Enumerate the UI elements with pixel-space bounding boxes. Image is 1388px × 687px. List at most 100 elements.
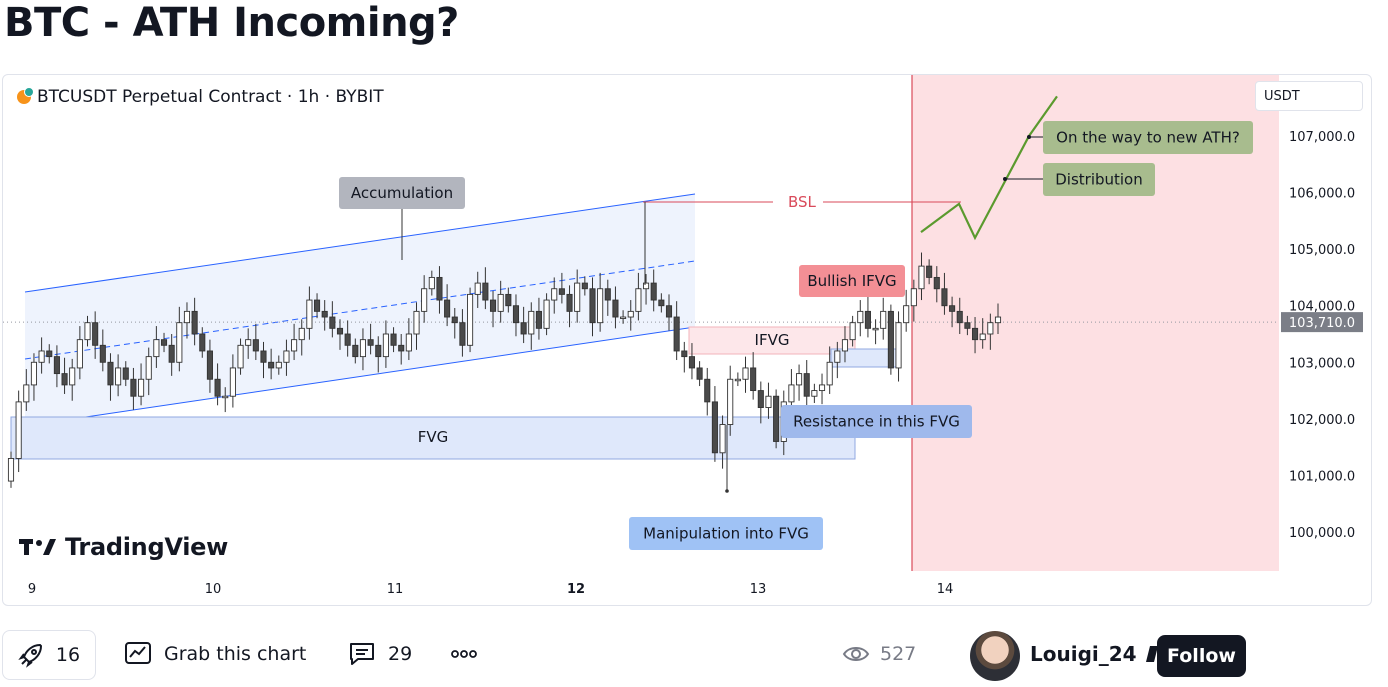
date-axis-label: 14 [937,582,954,597]
candle [742,367,749,380]
candle [76,339,83,369]
date-axis-label: 10 [205,582,222,597]
candle [650,282,657,301]
candle [566,293,573,312]
candle [903,305,910,324]
candle [467,293,474,346]
candle [757,390,764,408]
candle [849,322,856,341]
candle [941,288,948,307]
candle [627,310,634,318]
candle [61,373,68,386]
candle [237,344,244,369]
candle [926,265,933,278]
candle [887,310,894,369]
candlestick-chart[interactable]: BSL Accumulation Bullish IFVG IFVG FVG Resist… [3,75,1371,605]
comment-count: 29 [388,643,413,665]
candle [520,322,527,335]
future-zone [912,75,1279,571]
candle [994,316,1002,324]
candle [597,288,604,324]
candle [796,373,803,386]
candle [719,424,726,454]
date-axis-label: 13 [750,582,767,597]
candle [107,361,114,386]
candle [681,350,688,358]
candle [421,288,428,312]
candle [413,310,420,335]
author-username: Louigi_24 [1030,642,1137,666]
candle [291,339,298,352]
accumulation-channel [25,194,695,426]
candle [727,378,734,425]
comment-icon [350,643,374,665]
price-axis-label: 102,000.0 [1289,413,1355,428]
candle [857,310,864,324]
date-axis-label: 9 [28,582,36,597]
more-options-icon[interactable] [450,632,478,676]
follow-button[interactable]: Follow [1157,635,1246,677]
candle [191,310,198,335]
candle [505,293,512,307]
candle [688,356,696,369]
tradingview-logo: TradingView [19,533,228,561]
candle [359,339,367,358]
candle [15,401,22,459]
rocket-icon [18,643,42,668]
candle [260,350,267,363]
candle [665,305,673,318]
candle [734,378,741,382]
candle [451,316,458,324]
grab-chart-button[interactable]: Grab this chart [124,632,306,676]
candle [229,367,236,397]
manipulation-point [725,489,729,493]
candle [818,384,826,392]
candle [558,288,565,295]
symbol-label: BTCUSDT Perpetual Contract · 1h · BYBIT [37,87,384,107]
bullish-ifvg-label: Bullish IFVG [807,272,896,290]
bsl-label: BSL [788,193,817,211]
candle [474,282,481,295]
candle [612,299,619,318]
candle [543,299,550,329]
grab-chart-label: Grab this chart [164,643,307,665]
price-axis-label: 106,000.0 [1289,187,1355,202]
candle [444,299,451,318]
candle [589,288,596,324]
candle [38,350,45,363]
chart-panel[interactable]: BSL Accumulation Bullish IFVG IFVG FVG Resist… [2,74,1372,606]
current-price-tag [1281,312,1363,333]
boost-button[interactable]: 16 [2,630,96,680]
avatar[interactable] [970,631,1020,681]
candle [46,350,53,358]
comments-button[interactable]: 29 [348,632,412,676]
candle [214,378,221,397]
tradingview-logo-icon [19,539,56,555]
candle [620,316,627,319]
candle [122,367,129,380]
symbol-header: BTCUSDT Perpetual Contract · 1h · BYBIT [17,87,384,107]
currency-selector[interactable]: USDT [1255,81,1363,111]
candle [773,395,780,442]
candle [222,395,229,399]
candle [168,344,175,363]
candle [574,282,581,312]
candle [375,344,382,358]
candle [336,327,344,335]
candle [176,322,183,363]
candle [329,316,336,329]
ifvg-zone [688,326,856,355]
candle [482,282,489,301]
candle [298,327,305,341]
candle [160,339,168,346]
boost-count: 16 [55,644,81,666]
price-axis-label: 104,000.0 [1289,300,1355,315]
candle [99,344,106,363]
candle [199,333,206,352]
candle [826,361,833,386]
candle [382,333,389,358]
view-count: 527 [842,632,916,676]
candle [528,310,535,335]
author-name[interactable]: Louigi_24 [1030,632,1159,676]
candle [405,333,412,352]
